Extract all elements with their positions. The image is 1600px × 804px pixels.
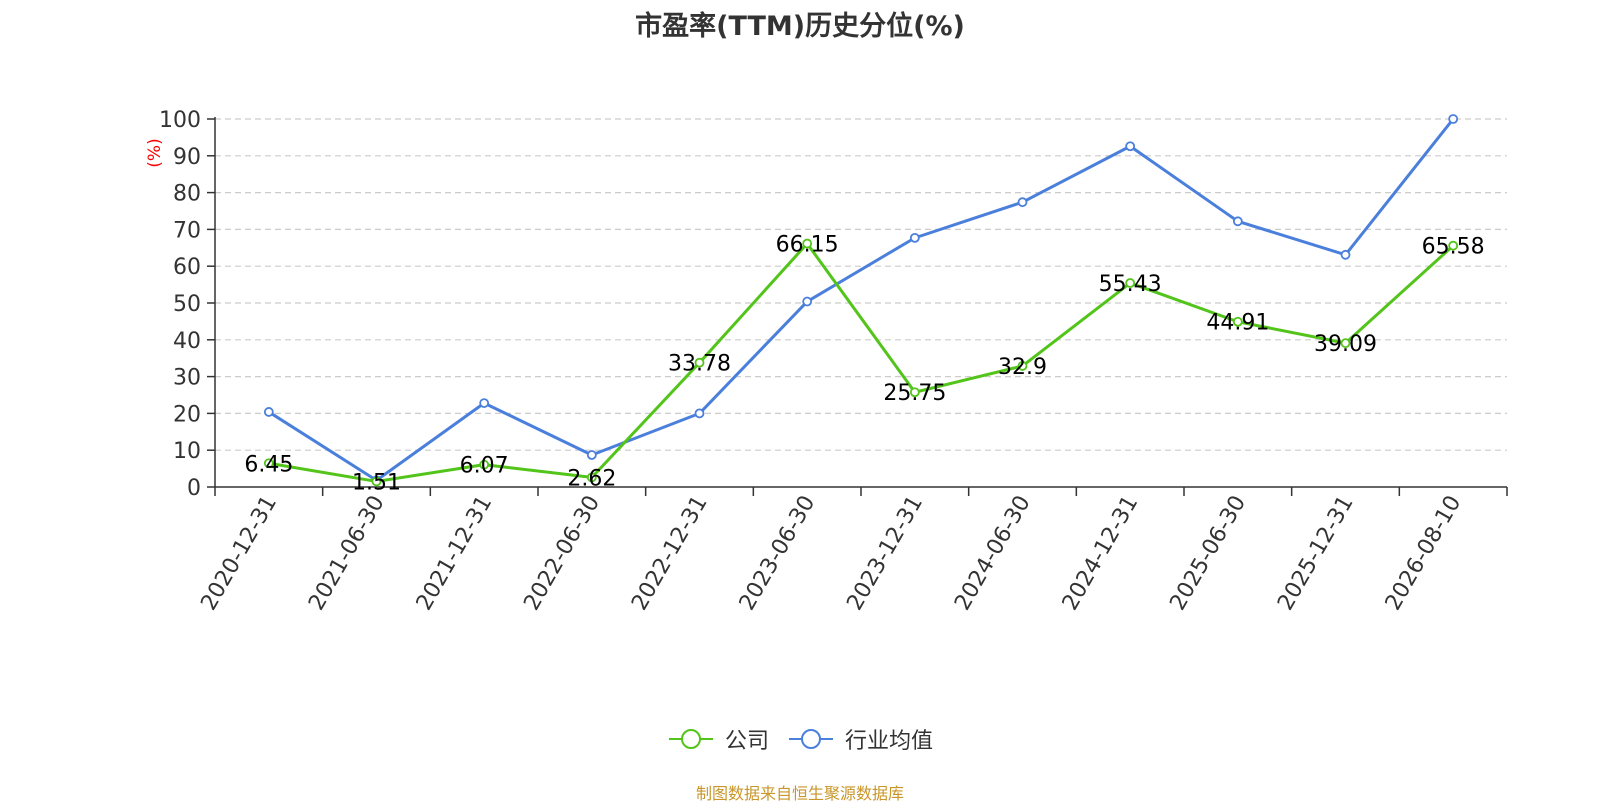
x-tick-label: 2021-06-30 xyxy=(304,492,390,615)
x-tick-label: 2020-12-31 xyxy=(196,492,282,615)
data-label: 39.09 xyxy=(1314,332,1377,357)
y-axis-label: (%) xyxy=(145,138,165,167)
source-note: 制图数据来自恒生聚源数据库 xyxy=(695,784,904,803)
series-lines xyxy=(263,114,1459,487)
data-label: 44.91 xyxy=(1206,311,1269,336)
legend-marker-company xyxy=(668,729,713,749)
data-point-company[interactable] xyxy=(1017,361,1028,371)
data-point-company[interactable] xyxy=(586,472,597,483)
x-tick-label: 2023-12-31 xyxy=(842,492,928,615)
data-point-industry-average[interactable] xyxy=(263,407,274,417)
data-label: 6.07 xyxy=(460,454,509,479)
series-line-company xyxy=(268,242,1455,483)
x-tick-label: 2022-12-31 xyxy=(627,492,713,615)
data-point-company[interactable] xyxy=(1232,316,1243,327)
x-tick-label: 2024-12-31 xyxy=(1058,492,1144,615)
x-tick-label: 2025-06-30 xyxy=(1165,492,1251,615)
data-label: 66.15 xyxy=(776,233,839,258)
data-point-company[interactable] xyxy=(1340,338,1351,349)
chart-title: 市盈率(TTM)历史分位(%) xyxy=(635,11,965,42)
y-tick-label: 70 xyxy=(173,218,201,243)
x-tick-label: 2022-06-30 xyxy=(519,492,605,615)
data-point-industry-average[interactable] xyxy=(586,450,597,460)
data-point-industry-average[interactable] xyxy=(1232,216,1243,227)
legend-item-company[interactable]: 公司 xyxy=(667,723,769,755)
data-label: 25.75 xyxy=(883,381,946,406)
y-tick-label: 20 xyxy=(173,402,201,427)
legend-label-industry-average: 行业均值 xyxy=(845,729,934,754)
data-point-company[interactable] xyxy=(1125,278,1136,288)
data-point-industry-average[interactable] xyxy=(1125,141,1136,152)
x-tick-label: 2026-08-10 xyxy=(1381,492,1467,615)
data-label: 2.62 xyxy=(567,466,616,491)
legend-item-industry-average[interactable]: 行业均值 xyxy=(787,723,933,755)
data-point-industry-average[interactable] xyxy=(1340,249,1351,260)
data-label: 6.45 xyxy=(244,452,293,477)
data-point-company[interactable] xyxy=(263,458,274,469)
data-point-industry-average[interactable] xyxy=(1017,197,1028,208)
data-point-industry-average[interactable] xyxy=(802,296,813,307)
data-point-industry-average[interactable] xyxy=(1448,114,1459,124)
y-tick-label: 40 xyxy=(173,329,201,354)
data-label: 65.58 xyxy=(1422,235,1485,260)
data-point-company[interactable] xyxy=(1448,240,1459,251)
data-label: 1.51 xyxy=(352,470,401,495)
y-tick-label: 0 xyxy=(187,476,201,501)
data-label: 32.9 xyxy=(998,355,1047,380)
data-point-industry-average[interactable] xyxy=(479,398,490,408)
x-tick-label: 2024-06-30 xyxy=(950,492,1036,615)
legend-marker-industry-average xyxy=(789,729,833,749)
y-tick-label: 90 xyxy=(173,145,201,170)
series-line-industry-average xyxy=(268,118,1455,482)
y-tick-label: 80 xyxy=(173,182,201,207)
data-point-company[interactable] xyxy=(479,459,490,470)
legend: 公司 行业均值 xyxy=(0,722,1600,756)
data-point-industry-average[interactable] xyxy=(909,232,920,243)
x-tick-label: 2025-12-31 xyxy=(1273,492,1359,615)
grid-lines xyxy=(215,118,1507,451)
data-label: 33.78 xyxy=(668,352,731,377)
data-label: 55.43 xyxy=(1099,272,1162,297)
y-tick-label: 50 xyxy=(173,292,201,317)
y-tick-label: 60 xyxy=(173,255,201,280)
x-tick-label: 2023-06-30 xyxy=(735,492,821,615)
y-tick-label: 30 xyxy=(173,366,201,391)
data-point-company[interactable] xyxy=(909,387,920,398)
data-point-industry-average[interactable] xyxy=(694,408,705,419)
axes: 0 10 20 30 40 50 60 70 80 90 100 (%) 2020-12-31 2021-… xyxy=(145,108,1508,615)
legend-label-company: 公司 xyxy=(724,729,769,754)
x-tick-label: 2021-12-31 xyxy=(412,492,498,615)
data-point-company[interactable] xyxy=(694,357,705,368)
y-tick-label: 100 xyxy=(159,108,201,133)
data-labels: 6.45 1.51 6.07 2.62 33.78 66.15 25.75 32.9 55.43… xyxy=(244,233,1484,496)
y-tick-label: 10 xyxy=(173,439,201,464)
data-point-company[interactable] xyxy=(371,476,382,487)
data-point-company[interactable] xyxy=(802,238,813,249)
